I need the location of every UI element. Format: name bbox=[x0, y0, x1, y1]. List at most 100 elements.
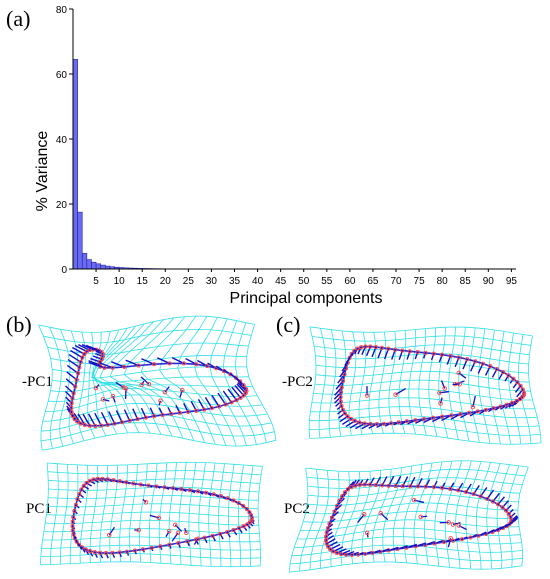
landmark-point bbox=[393, 347, 398, 352]
displacement-vector bbox=[246, 523, 251, 529]
landmark-point bbox=[386, 483, 391, 488]
grid-col-line bbox=[455, 460, 472, 569]
displacement-vector bbox=[430, 353, 435, 361]
landmark-point bbox=[510, 400, 515, 405]
landmark-point bbox=[78, 360, 83, 365]
displacement-vector bbox=[242, 525, 248, 531]
landmark-point bbox=[503, 508, 509, 513]
interior-landmark bbox=[378, 510, 383, 516]
landmark-point bbox=[143, 415, 148, 420]
grid-col-line bbox=[140, 316, 206, 443]
landmark-point bbox=[194, 362, 199, 367]
grid-col-line bbox=[257, 466, 263, 566]
landmark-point bbox=[87, 423, 92, 428]
displacement-vector bbox=[82, 413, 91, 427]
landmark-point bbox=[353, 483, 358, 488]
displacement-vector bbox=[354, 479, 360, 487]
landmark-point bbox=[225, 529, 230, 535]
displacement-vector bbox=[423, 352, 427, 359]
landmark-point bbox=[345, 414, 350, 419]
landmark-point bbox=[483, 407, 488, 412]
grid-col-line bbox=[149, 463, 158, 563]
landmark-point bbox=[158, 544, 163, 549]
landmark-point bbox=[501, 370, 506, 375]
landmark-point bbox=[511, 376, 516, 381]
displacement-vector bbox=[449, 482, 455, 490]
grid-row-line bbox=[42, 432, 276, 451]
displacement-vector bbox=[203, 537, 208, 544]
x-tick-label: 55 bbox=[321, 276, 333, 287]
landmark-point bbox=[236, 501, 241, 506]
displacement-vector bbox=[336, 405, 342, 411]
grid-col-line bbox=[382, 467, 402, 562]
landmark-point bbox=[69, 405, 74, 410]
landmark-point bbox=[83, 547, 88, 552]
landmark-point bbox=[73, 384, 78, 389]
landmark-point bbox=[325, 526, 330, 531]
landmark-point bbox=[404, 419, 409, 424]
landmark-point bbox=[167, 542, 172, 547]
interior-landmark bbox=[438, 401, 443, 406]
landmark-point bbox=[342, 490, 347, 495]
displacement-vector bbox=[337, 409, 344, 415]
displacement-vector bbox=[76, 498, 82, 504]
displacement-vector bbox=[123, 409, 131, 421]
landmark-point bbox=[203, 490, 209, 495]
interior-landmark bbox=[110, 393, 116, 399]
landmark-point bbox=[138, 482, 143, 487]
landmark-point bbox=[80, 355, 85, 360]
grid-col-line bbox=[398, 330, 407, 434]
x-tick-label: 5 bbox=[93, 276, 99, 287]
interior-landmark bbox=[166, 528, 172, 534]
landmark-point bbox=[515, 380, 520, 385]
landmark-point bbox=[332, 509, 337, 514]
landmark-point bbox=[520, 387, 525, 392]
displacement-vector bbox=[100, 412, 109, 426]
landmark-point bbox=[124, 480, 129, 485]
displacement-vector bbox=[113, 479, 119, 483]
landmark-point bbox=[467, 410, 472, 415]
y-tick-label: 80 bbox=[56, 5, 68, 16]
landmark-point bbox=[440, 414, 445, 419]
landmark-point bbox=[218, 494, 223, 499]
landmark-point bbox=[459, 537, 465, 542]
landmark-point bbox=[244, 389, 249, 394]
displacement-vector bbox=[222, 390, 233, 403]
landmark-point bbox=[100, 476, 105, 481]
landmark-point bbox=[185, 539, 190, 544]
x-axis-label: Principal components bbox=[230, 290, 383, 307]
displacement-vector bbox=[488, 407, 494, 413]
landmark-point bbox=[362, 482, 367, 487]
grid-col-line bbox=[517, 334, 532, 444]
displacement-vector bbox=[94, 412, 102, 426]
landmark-point bbox=[441, 540, 446, 545]
displacement-vector bbox=[249, 522, 254, 527]
bar bbox=[81, 253, 88, 270]
displacement-vector bbox=[204, 397, 213, 409]
landmark-point bbox=[504, 402, 509, 407]
x-tick-label: 15 bbox=[137, 276, 149, 287]
grid-col-line bbox=[478, 328, 491, 444]
landmark-point bbox=[355, 346, 360, 351]
pc-label-b-top: -PC1 bbox=[22, 374, 53, 390]
panel-label-a: (a) bbox=[6, 6, 30, 31]
landmark-point bbox=[456, 488, 461, 493]
landmark-point bbox=[241, 503, 246, 508]
grid-row-line bbox=[47, 470, 262, 476]
landmark-point bbox=[393, 483, 398, 489]
displacement-vector bbox=[81, 546, 86, 553]
interior-vector bbox=[158, 400, 162, 406]
landmark-point bbox=[217, 404, 222, 409]
landmark-point bbox=[338, 395, 343, 400]
landmark-point bbox=[520, 394, 525, 400]
grid-col-line bbox=[318, 328, 327, 439]
displacement-vector bbox=[80, 489, 87, 494]
displacement-vector bbox=[226, 531, 231, 538]
displacement-vector bbox=[66, 364, 79, 374]
landmark-point bbox=[500, 505, 505, 510]
displacement-vector bbox=[66, 371, 78, 381]
displacement-vector bbox=[111, 361, 125, 368]
displacement-vector bbox=[108, 411, 116, 424]
displacement-vector bbox=[156, 357, 170, 365]
